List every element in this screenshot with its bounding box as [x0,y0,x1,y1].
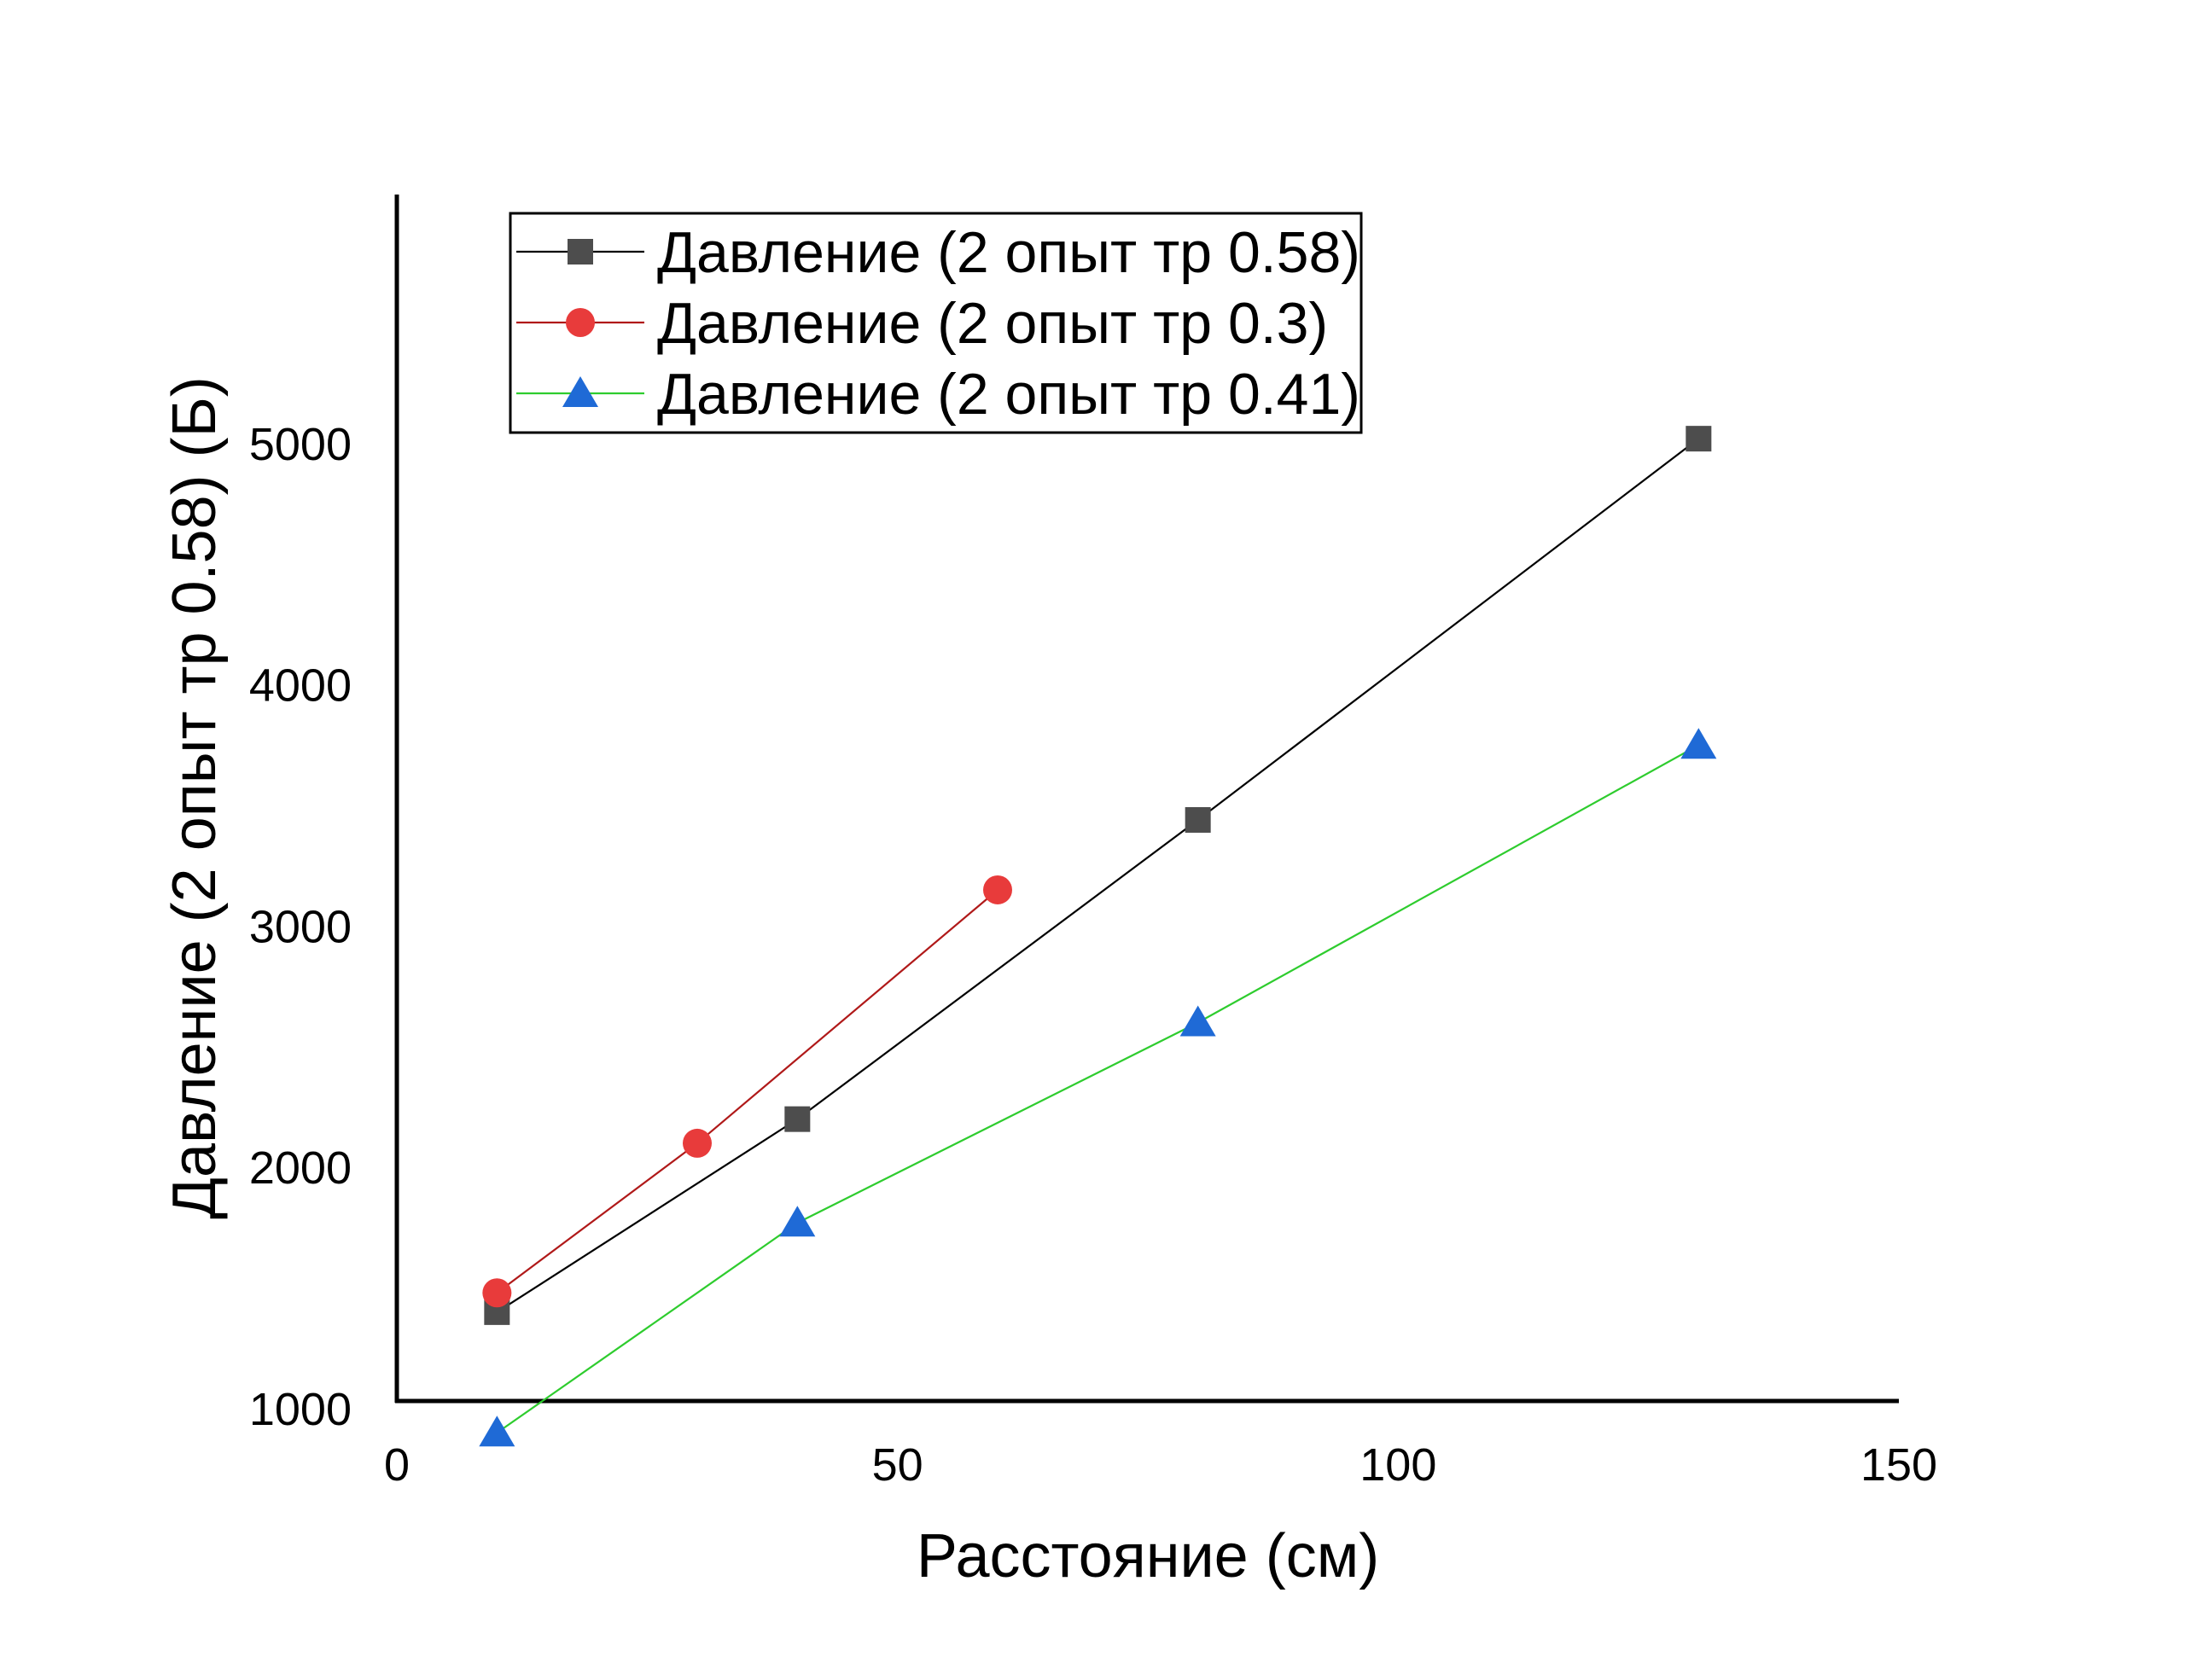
data-point-circle [482,1278,512,1308]
axes [394,195,1899,1404]
data-point-square [784,1106,811,1132]
data-point-circle [683,1128,712,1158]
data-point-triangle [1179,1005,1216,1037]
legend-box [509,212,1363,434]
x-tick-label: 150 [1860,1439,1937,1491]
y-tick-label: 2000 [249,1142,352,1194]
legend-marker-square [568,239,593,264]
x-axis-title: Расстояние (см) [917,1522,1379,1590]
y-tick-label: 4000 [249,660,352,712]
legend-item: Давление (2 опыт тр 0.41) [516,362,1360,427]
legend-label: Давление (2 опыт тр 0.3) [657,291,1328,356]
data-point-triangle [779,1206,816,1237]
y-tick-label: 3000 [249,901,352,952]
legend-marker-triangle [562,376,598,407]
legend-item: Давление (2 опыт тр 0.58) [516,220,1360,285]
data-point-square [1185,806,1211,833]
y-tick-label: 1000 [249,1384,352,1435]
data-point-square [1686,426,1712,452]
x-tick-label: 50 [872,1439,923,1491]
x-axis-ticks: 0 50 100 150 [384,1439,1937,1491]
x-tick-label: 0 [384,1439,410,1491]
legend-label: Давление (2 опыт тр 0.58) [657,220,1360,285]
data-point-triangle [1680,728,1717,759]
y-axis-ticks: 1000 2000 3000 4000 5000 [249,419,352,1435]
series-line [496,744,1699,1434]
legend-label: Давление (2 опыт тр 0.41) [657,362,1360,427]
data-point-circle [983,875,1012,904]
legend: Давление (2 опыт тр 0.58)Давление (2 опы… [509,212,1363,434]
series-1 [484,426,1712,1325]
data-point-triangle [479,1416,515,1447]
series-3 [479,728,1717,1447]
legend-marker-circle [566,308,595,337]
series-2 [482,875,1012,1308]
y-axis-title: Давление (2 опыт тр 0.58) (Б) [160,376,229,1219]
series-layer [479,426,1717,1447]
y-tick-label: 5000 [249,419,352,470]
legend-item: Давление (2 опыт тр 0.3) [516,291,1328,356]
series-line [496,438,1699,1313]
x-tick-label: 100 [1360,1439,1436,1491]
